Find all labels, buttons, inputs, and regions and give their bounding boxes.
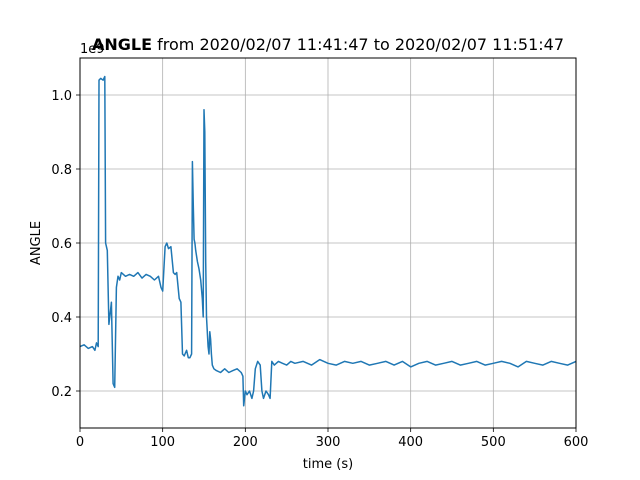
- y-axis-label: ANGLE: [29, 221, 44, 265]
- x-tick-label: 500: [481, 435, 506, 450]
- y-tick-label: 0.6: [51, 237, 72, 252]
- y-tick-label: 0.8: [51, 163, 72, 178]
- chart-title: ANGLE from 2020/02/07 11:41:47 to 2020/0…: [92, 35, 564, 54]
- x-axis-ticks: 0 100 200 300 400 500 600: [76, 428, 589, 450]
- x-tick-label: 100: [150, 435, 175, 450]
- y-tick-label: 1.0: [51, 89, 72, 104]
- plot-area: [79, 75, 577, 407]
- gridlines: [79, 58, 577, 428]
- y-axis-ticks: 0.2 0.4 0.6 0.8 1.0: [51, 89, 80, 400]
- x-tick-label: 200: [233, 435, 258, 450]
- y-offset-text: 1e9: [80, 42, 105, 57]
- x-tick-label: 400: [398, 435, 423, 450]
- x-tick-label: 300: [316, 435, 341, 450]
- x-tick-label: 0: [76, 435, 84, 450]
- series-line-angle: [79, 75, 577, 407]
- x-axis-label: time (s): [303, 457, 353, 472]
- y-tick-label: 0.4: [51, 311, 72, 326]
- chart-title-rest: from 2020/02/07 11:41:47 to 2020/02/07 1…: [152, 35, 564, 54]
- chart-title-bold: ANGLE: [92, 35, 152, 54]
- x-tick-label: 600: [564, 435, 589, 450]
- y-tick-label: 0.2: [51, 385, 72, 400]
